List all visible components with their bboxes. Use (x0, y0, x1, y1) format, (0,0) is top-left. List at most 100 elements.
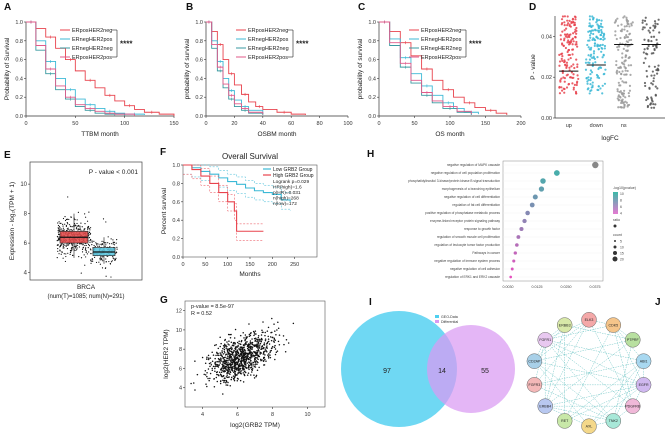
jitter-point (114, 259, 116, 262)
data-point (575, 29, 578, 33)
point-cloud-up (558, 15, 580, 95)
data-point (604, 68, 607, 71)
jitter-point (57, 244, 59, 246)
jitter-point (91, 240, 93, 242)
survival-curve-ERposHER2neg (206, 21, 306, 116)
data-point (230, 359, 233, 361)
data-point (255, 374, 258, 377)
data-point (223, 366, 225, 368)
data-point (229, 370, 231, 373)
data-point (230, 333, 232, 336)
jitter-point (81, 251, 84, 253)
data-point (253, 337, 256, 340)
data-point (276, 329, 278, 331)
data-point (590, 56, 594, 60)
data-point (569, 76, 572, 79)
data-point (628, 84, 632, 87)
data-point (588, 34, 592, 37)
data-point (619, 77, 622, 80)
data-point (240, 371, 242, 373)
jitter-point (77, 228, 79, 230)
y-tick-label: 0.2 (368, 95, 376, 101)
panel-label-h: H (367, 149, 375, 160)
data-point (586, 80, 589, 83)
jitter-point (57, 239, 60, 241)
data-point (238, 370, 241, 372)
data-point (629, 73, 632, 76)
data-point (227, 348, 229, 351)
data-point (585, 58, 588, 61)
term-label: regulation of leukocyte tumor factor pro… (434, 243, 500, 247)
data-point (563, 29, 566, 32)
data-point (229, 367, 232, 369)
jitter-point (115, 252, 117, 254)
data-point (242, 357, 245, 359)
data-point (220, 342, 222, 345)
data-point (218, 374, 220, 377)
data-point (625, 101, 628, 104)
jitter-point (60, 228, 62, 230)
jitter-point (107, 236, 109, 238)
jitter-point (62, 229, 64, 231)
stats-line: Logrank p=0.029 (273, 179, 309, 185)
data-point (574, 43, 577, 46)
data-point (257, 344, 259, 346)
data-point (563, 15, 567, 18)
data-point (565, 65, 568, 68)
y-tick-label: 0.4 (15, 76, 23, 82)
jitter-point (85, 247, 87, 249)
data-point (232, 375, 235, 377)
data-point (256, 340, 258, 343)
data-point (603, 82, 607, 85)
data-point (219, 336, 221, 338)
jitter-point (88, 211, 90, 213)
data-point (648, 65, 651, 68)
data-point (625, 34, 628, 37)
jitter-point (82, 247, 84, 249)
data-point (645, 98, 648, 102)
x-tick-label: 0 (181, 262, 184, 268)
data-point (618, 70, 621, 74)
data-point (213, 385, 216, 388)
data-point (261, 339, 263, 341)
data-point (558, 64, 561, 67)
data-point (216, 380, 219, 383)
data-point (275, 333, 277, 336)
panel-h: H negative regulation of MAPK cascade neg… (335, 145, 669, 295)
data-point (262, 357, 265, 360)
data-point (587, 87, 590, 90)
data-point (221, 375, 223, 378)
term-label: positive regulation of phosphatase metab… (425, 211, 500, 215)
data-point (591, 85, 594, 89)
data-point (620, 73, 623, 76)
data-point (628, 25, 631, 28)
jitter-point (65, 245, 67, 247)
data-point (560, 42, 564, 45)
data-point (228, 357, 231, 359)
data-point (589, 25, 593, 28)
data-point (650, 35, 653, 38)
data-point (233, 355, 235, 358)
data-point (616, 90, 619, 93)
data-point (560, 52, 563, 56)
jitter-point (89, 232, 92, 235)
data-point (257, 336, 260, 339)
legend-label-right: Differential (441, 320, 458, 324)
data-point (263, 342, 266, 344)
data-point (586, 43, 589, 47)
data-point (654, 103, 657, 106)
data-point (249, 332, 252, 335)
data-point (235, 353, 238, 355)
data-point (259, 353, 261, 355)
significance-label: **** (120, 40, 133, 49)
jitter-point (113, 242, 115, 244)
data-point (251, 348, 253, 350)
data-point (616, 17, 619, 20)
data-point (223, 369, 226, 372)
data-point (250, 353, 252, 355)
data-point (567, 58, 570, 61)
legend-label-ERnegHER2neg: ERnegHER2neg (248, 46, 289, 52)
term-dot (538, 186, 545, 192)
legend-label: High GRB2 Group (273, 173, 314, 179)
data-point (216, 373, 218, 376)
